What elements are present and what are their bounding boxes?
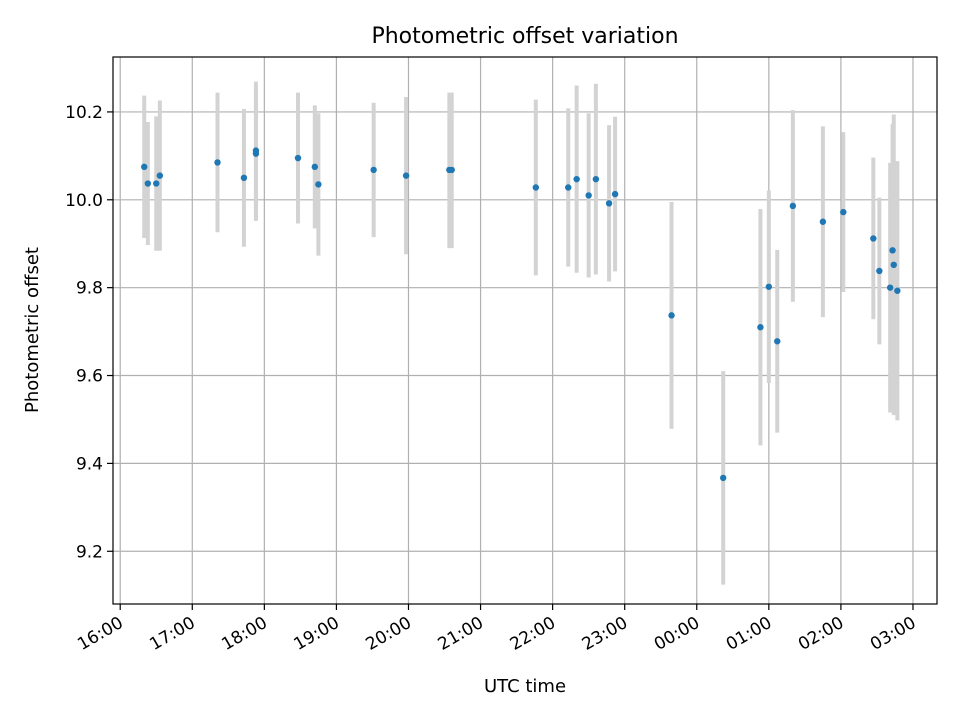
data-point (765, 283, 773, 290)
y-tick-label: 10.2 (65, 103, 103, 123)
data-point (592, 175, 600, 183)
data-point (819, 218, 827, 225)
data-point (448, 166, 455, 174)
data-point (565, 184, 572, 191)
data-point (719, 474, 727, 482)
data-point (153, 180, 160, 187)
data-point (532, 184, 540, 191)
y-tick-label: 9.8 (76, 279, 103, 299)
x-axis-label: UTC time (484, 676, 566, 697)
plot-frame (112, 56, 938, 605)
data-point (890, 261, 897, 269)
data-point (156, 172, 164, 179)
data-point (141, 163, 148, 171)
data-point (605, 200, 613, 207)
data-point (315, 181, 322, 188)
data-point (573, 175, 580, 183)
y-axis-label: Photometric offset (22, 247, 43, 413)
data-point (840, 208, 847, 216)
data-point (886, 284, 894, 291)
data-point (757, 324, 764, 331)
data-point (585, 192, 592, 199)
y-tick-label: 9.4 (76, 454, 103, 474)
data-point (889, 247, 896, 254)
data-point (876, 267, 883, 275)
data-point (774, 338, 781, 345)
data-point (370, 166, 377, 174)
data-point (311, 163, 318, 171)
data-point (668, 312, 675, 319)
data-point (252, 147, 260, 154)
y-tick-label: 10.0 (65, 191, 103, 211)
data-point (402, 172, 410, 179)
data-point (214, 159, 221, 166)
data-point (611, 190, 619, 198)
data-point (144, 180, 152, 187)
chart-title: Photometric offset variation (371, 24, 678, 49)
data-point (870, 235, 877, 242)
data-point (789, 202, 797, 210)
data-point (294, 154, 302, 162)
y-tick-label: 9.2 (76, 542, 103, 562)
data-point (894, 287, 901, 294)
y-tick-label: 9.6 (76, 367, 103, 387)
y-axis-ticks: 9.2 9.4 9.6 9.8 10.0 10.2 (65, 103, 113, 562)
data-point (240, 174, 248, 182)
data-points (141, 147, 901, 482)
